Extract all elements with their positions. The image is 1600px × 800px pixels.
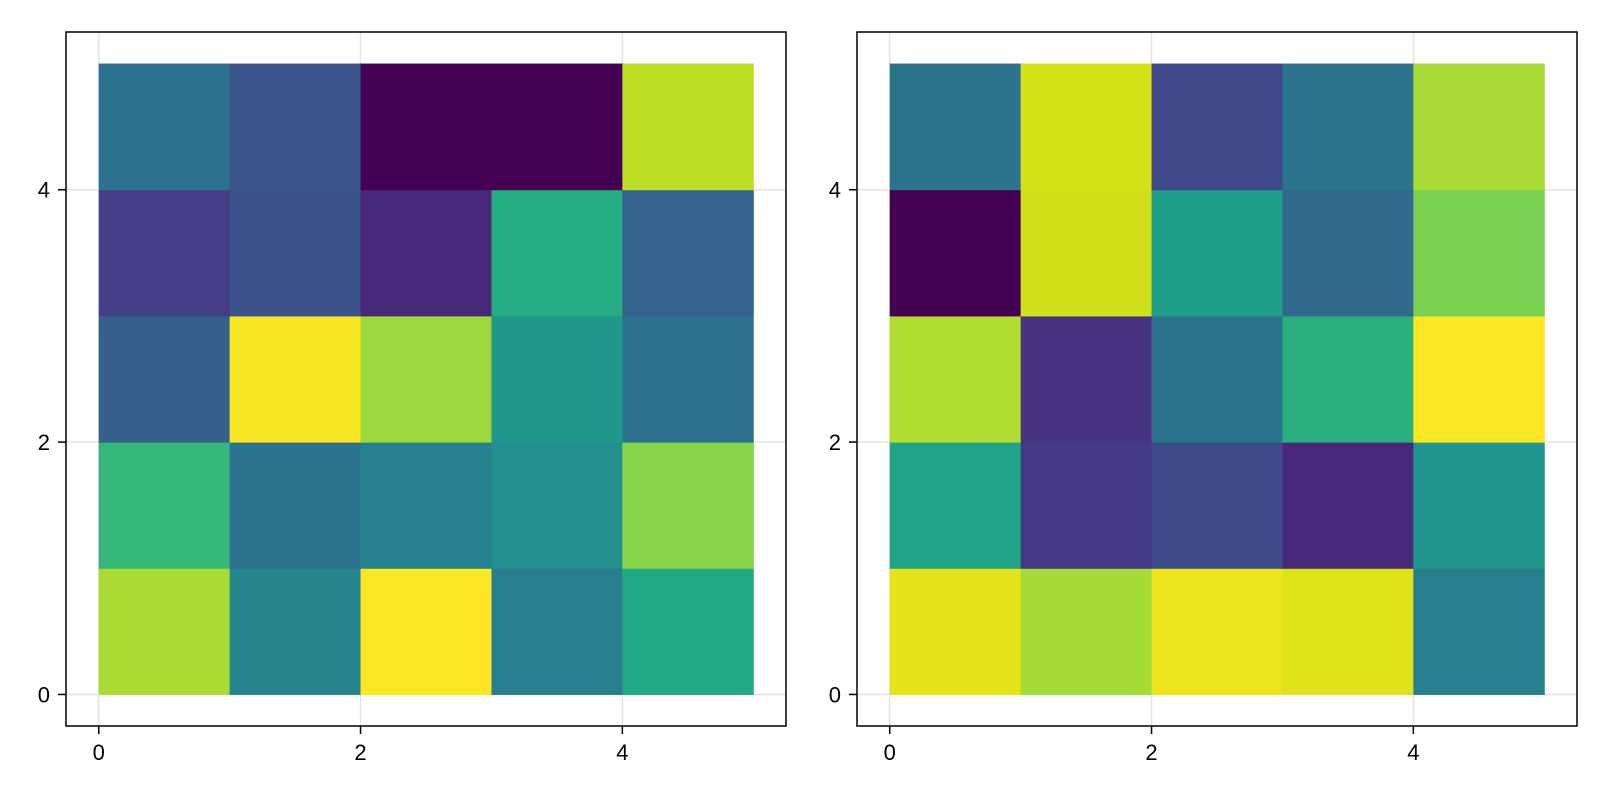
x-tick-label: 2 — [1145, 740, 1157, 765]
heatmap-cell — [1413, 442, 1545, 569]
heatmap-cell — [1151, 442, 1283, 569]
heatmap-cell — [98, 568, 231, 695]
heatmap-cell — [889, 442, 1022, 569]
heatmap-cell — [1282, 568, 1414, 695]
x-tick-label: 4 — [1407, 740, 1419, 765]
heatmap-cell — [491, 189, 623, 317]
heatmap-cell — [98, 189, 231, 317]
heatmap-cell — [360, 442, 492, 569]
heatmap-cell — [889, 315, 1022, 443]
y-tick-label: 0 — [829, 682, 841, 707]
heatmap-cell — [889, 189, 1022, 317]
heatmap-cell — [360, 568, 492, 695]
heatmap-cell — [98, 63, 231, 191]
heatmap-cell — [1020, 568, 1153, 695]
heatmap-cell — [491, 568, 623, 695]
heatmap-cell — [1413, 315, 1545, 443]
heatmap-cell — [1282, 189, 1414, 317]
x-tick-label: 0 — [93, 740, 105, 765]
axes-frame — [856, 31, 1578, 727]
heatmap-cell — [622, 442, 754, 569]
heatmap-cell — [229, 568, 362, 695]
heatmap-cell — [1282, 315, 1414, 443]
x-tick-label: 0 — [884, 740, 896, 765]
y-tick-label: 4 — [38, 178, 50, 203]
heatmap-cell — [229, 189, 362, 317]
heatmap-panel-left: 0 2 4 0 2 4 — [38, 31, 787, 765]
heatmap-cell — [1282, 442, 1414, 569]
heatmap-cell — [622, 63, 754, 191]
y-tick-label: 0 — [38, 682, 50, 707]
heatmap-cell — [1282, 63, 1414, 191]
heatmap-cell — [229, 63, 362, 191]
x-tick-label: 2 — [354, 740, 366, 765]
heatmap-cell — [360, 189, 492, 317]
heatmap-cell — [1413, 568, 1545, 695]
heatmap-cell — [622, 315, 754, 443]
heatmap-cell — [1413, 189, 1545, 317]
heatmap-cell — [491, 315, 623, 443]
heatmap-cell — [622, 189, 754, 317]
heatmap-cell — [360, 63, 492, 191]
heatmap-cell — [98, 442, 231, 569]
heatmap-cell — [360, 315, 492, 443]
heatmap-cell — [1413, 63, 1545, 191]
heatmap-cell — [1151, 315, 1283, 443]
heatmap-cell — [1151, 63, 1283, 191]
heatmap-cell — [1151, 189, 1283, 317]
heatmap-cell — [229, 442, 362, 569]
heatmap-cell — [98, 315, 231, 443]
heatmap-cell — [229, 315, 362, 443]
heatmap-cell — [491, 442, 623, 569]
heatmap-panel-right: 0 2 4 0 2 4 — [829, 31, 1578, 765]
y-tick-label: 2 — [38, 430, 50, 455]
heatmap-cell — [1020, 189, 1153, 317]
heatmap-cell — [1020, 315, 1153, 443]
heatmap-cell — [1020, 63, 1153, 191]
heatmap-cell — [889, 63, 1022, 191]
y-tick-label: 4 — [829, 178, 841, 203]
heatmap-cell — [491, 63, 623, 191]
heatmap-cell — [889, 568, 1022, 695]
y-tick-label: 2 — [829, 430, 841, 455]
heatmap-cell — [1020, 442, 1153, 569]
axes-frame — [65, 31, 787, 727]
x-tick-label: 4 — [616, 740, 628, 765]
heatmap-cell — [1151, 568, 1283, 695]
heatmap-cell — [622, 568, 754, 695]
